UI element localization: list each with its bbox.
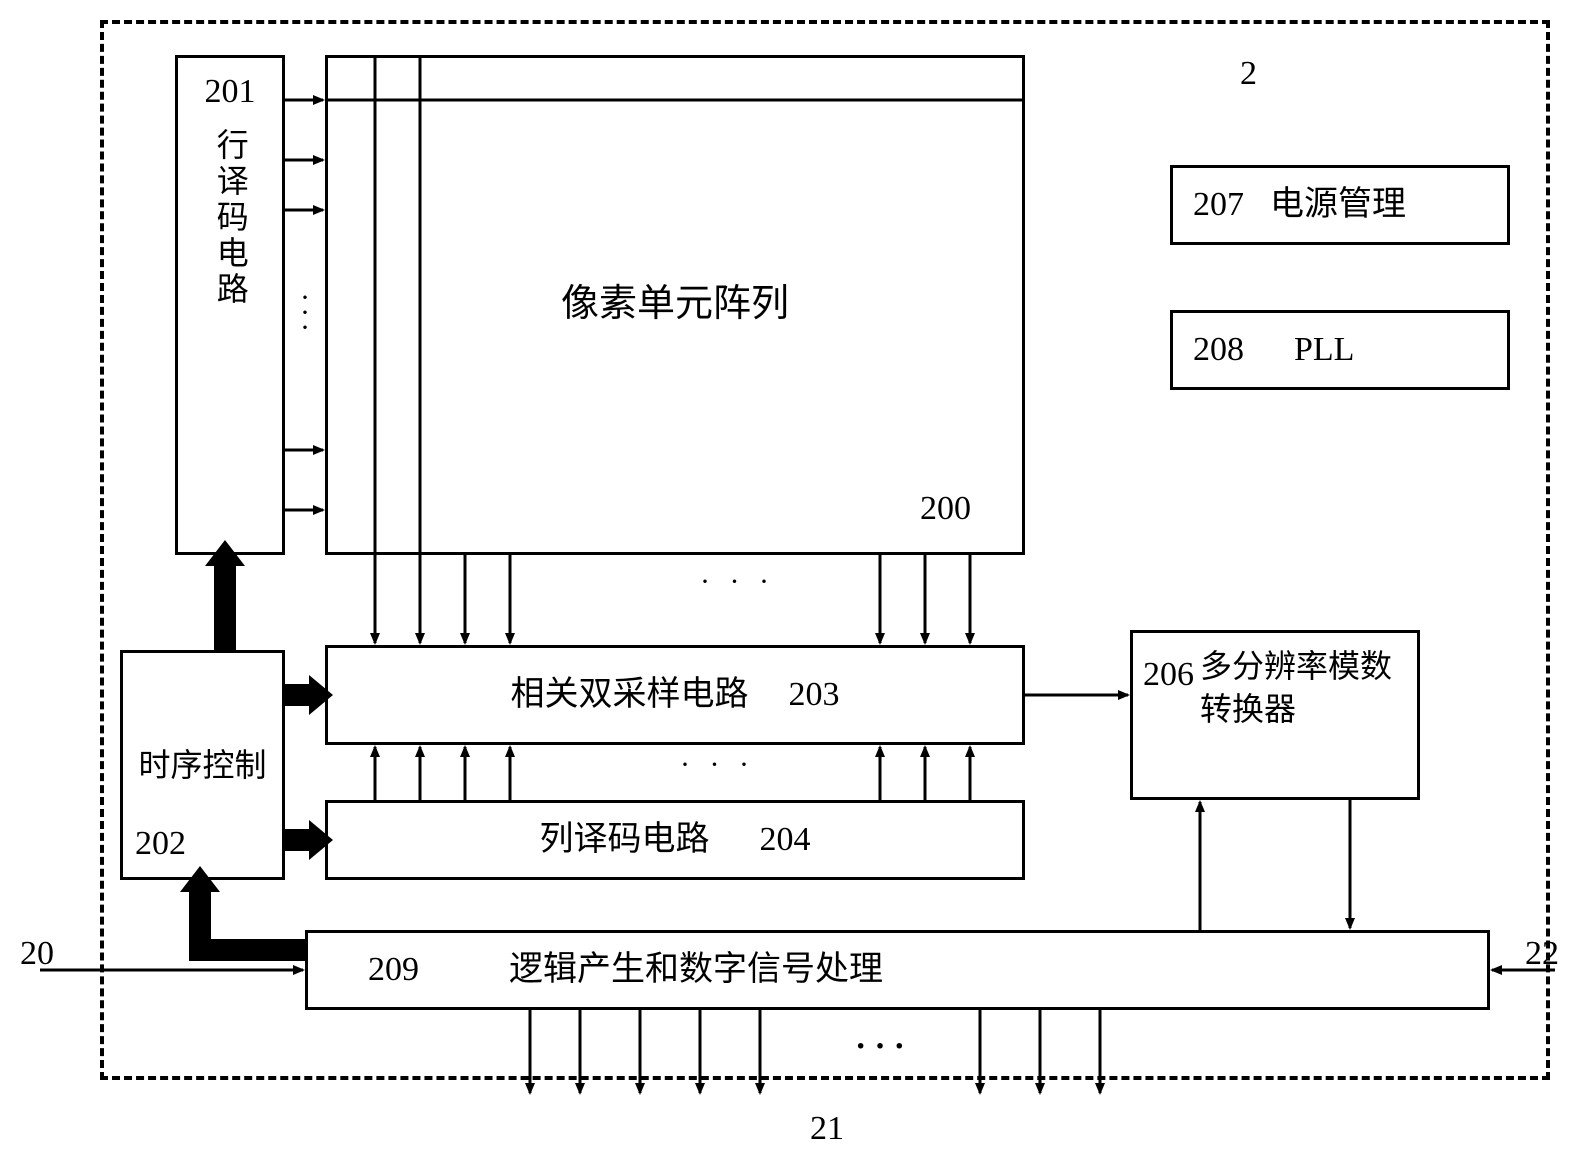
ellipsis-4: ··· <box>855 1028 913 1066</box>
ellipsis-3: · · · <box>680 748 755 782</box>
block-row-decoder-name: 行译码电路 <box>209 128 251 308</box>
block-adc-name: 多分辨率模数转换器 <box>1200 645 1407 731</box>
block-pll-name: PLL <box>1294 328 1354 372</box>
block-power-mgmt-name: 电源管理 <box>1270 183 1406 227</box>
block-dsp: 209 逻辑产生和数字信号处理 <box>305 930 1490 1010</box>
block-row-decoder: 201 行译码电路 <box>175 55 285 555</box>
ellipsis-2: · · · <box>700 565 775 599</box>
block-power-mgmt-num: 207 <box>1193 183 1244 227</box>
block-cds: 相关双采样电路 203 <box>325 645 1025 745</box>
block-timing-ctrl-name: 时序控制 <box>138 743 266 788</box>
block-cds-num: 203 <box>789 673 840 717</box>
block-pixel-array: 像素单元阵列 <box>325 55 1025 555</box>
block-pll-num: 208 <box>1193 328 1244 372</box>
block-adc-num: 206 <box>1143 653 1194 697</box>
block-power-mgmt: 207 电源管理 <box>1170 165 1510 245</box>
block-pixel-array-name: 像素单元阵列 <box>561 280 789 329</box>
block-pll: 208 PLL <box>1170 310 1510 390</box>
block-pixel-array-num: 200 <box>920 490 971 528</box>
block-timing-ctrl-num: 202 <box>135 825 186 863</box>
block-dsp-num: 209 <box>368 948 419 992</box>
block-col-decoder-num: 204 <box>760 818 811 862</box>
block-row-decoder-num: 201 <box>205 70 256 114</box>
ext-label-left: 20 <box>20 935 54 973</box>
ellipsis-1: ··· <box>300 290 310 335</box>
block-adc: 206 多分辨率模数转换器 <box>1130 630 1420 800</box>
module-id-label: 2 <box>1240 55 1257 93</box>
block-cds-name: 相关双采样电路 <box>511 673 749 717</box>
block-col-decoder: 列译码电路 204 <box>325 800 1025 880</box>
block-col-decoder-name: 列译码电路 <box>540 818 710 862</box>
block-dsp-name: 逻辑产生和数字信号处理 <box>509 948 883 992</box>
ext-label-right: 22 <box>1525 935 1559 973</box>
ext-label-bottom: 21 <box>810 1110 844 1148</box>
